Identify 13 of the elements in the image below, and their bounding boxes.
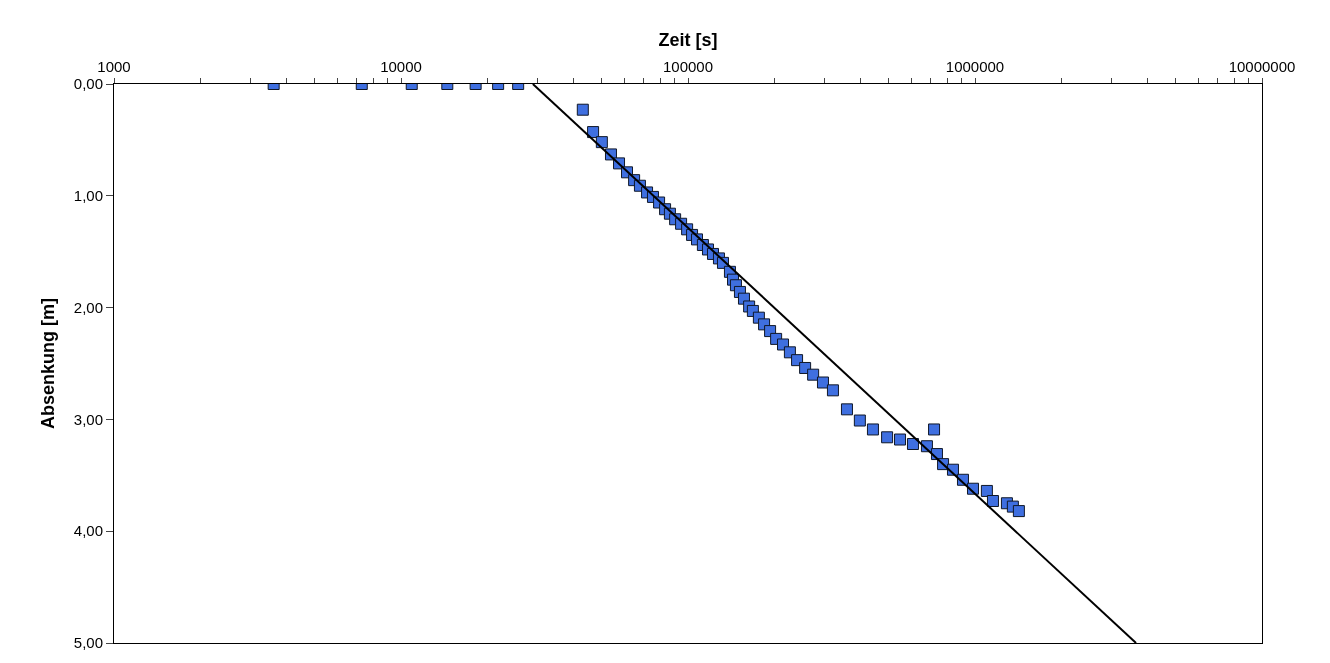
y-tick-label: 2,00 — [73, 298, 103, 316]
y-tick-label: 4,00 — [73, 522, 103, 540]
x-tick-label: 100000 — [662, 58, 714, 75]
x-tick-label: 10000000 — [1228, 58, 1296, 75]
y-tick-label: 5,00 — [73, 634, 103, 652]
x-tick-label: 1000000 — [945, 58, 1005, 75]
y-axis-title: Absenkung [m] — [38, 297, 58, 430]
y-tick-label: 0,00 — [73, 75, 103, 93]
y-tick-label: 1,00 — [73, 187, 103, 205]
x-tick-label: 1000 — [97, 58, 131, 75]
y-tick-label: 3,00 — [73, 410, 103, 428]
x-axis-title: Zeit [s] — [658, 30, 718, 51]
x-tick-label: 10000 — [380, 58, 422, 75]
